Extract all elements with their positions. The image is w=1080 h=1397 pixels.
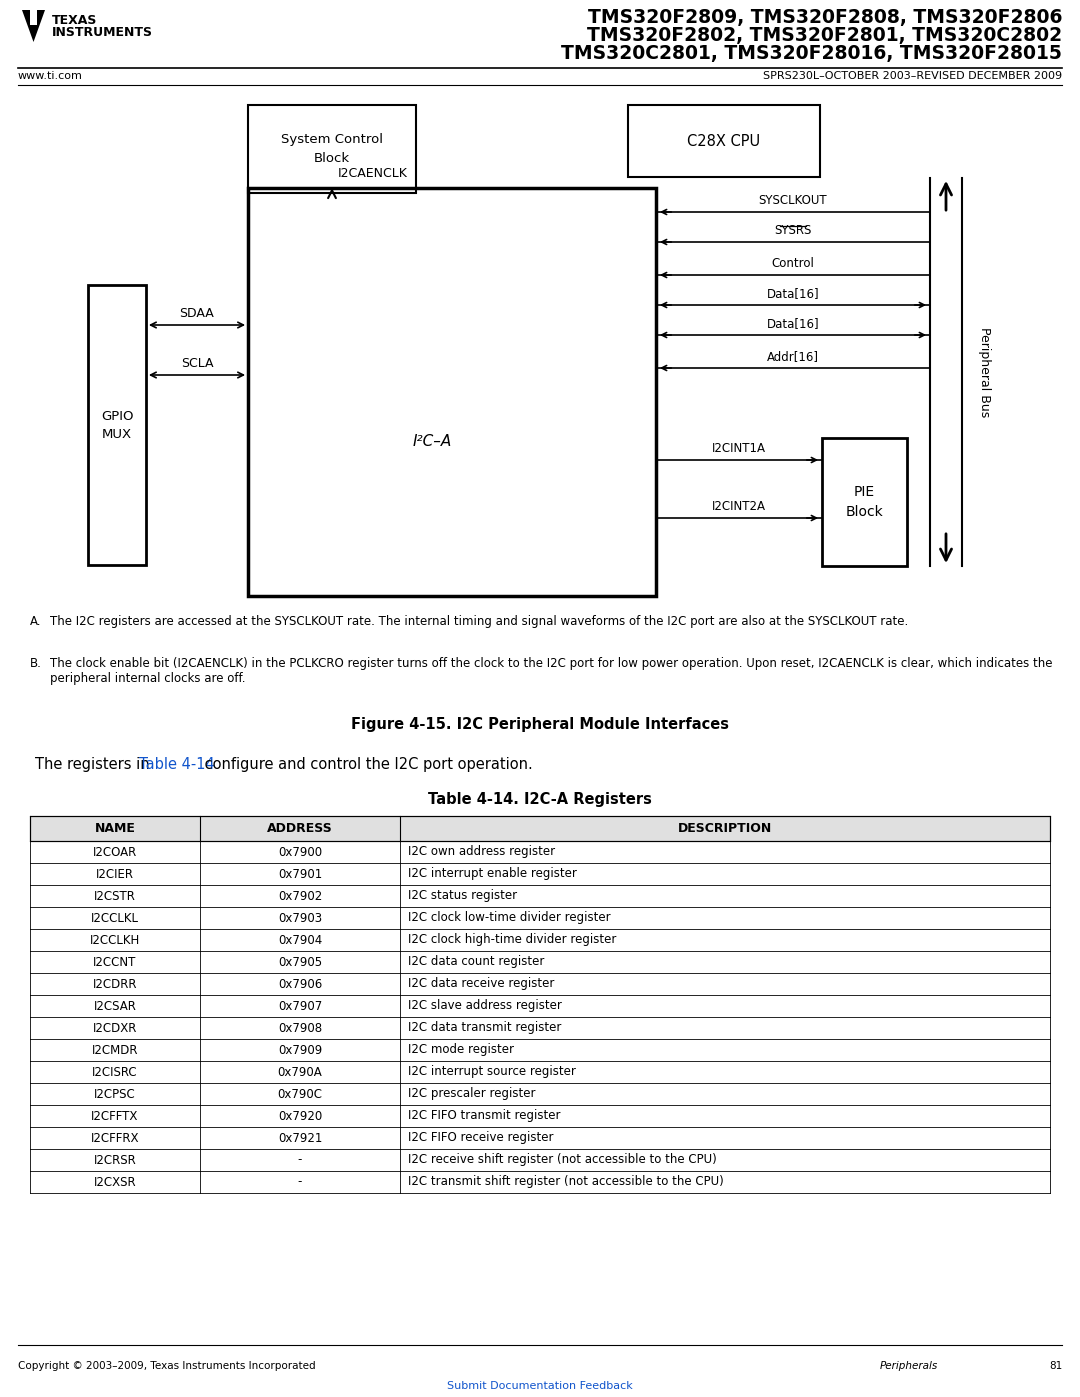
Text: I2CRSR: I2CRSR <box>94 1154 136 1166</box>
Text: 0x7908: 0x7908 <box>278 1021 322 1035</box>
Text: The clock enable bit (I2CAENCLK) in the PCLKCRO register turns off the clock to : The clock enable bit (I2CAENCLK) in the … <box>50 657 1053 685</box>
Text: 0x7900: 0x7900 <box>278 845 322 859</box>
Text: Submit Documentation Feedback: Submit Documentation Feedback <box>447 1382 633 1391</box>
Text: I²C–A: I²C–A <box>413 434 451 450</box>
Text: GPIO
MUX: GPIO MUX <box>100 409 133 440</box>
Text: I2CDRR: I2CDRR <box>93 978 137 990</box>
Text: Peripheral Bus: Peripheral Bus <box>977 327 990 418</box>
Text: 0x790A: 0x790A <box>278 1066 322 1078</box>
Text: configure and control the I2C port operation.: configure and control the I2C port opera… <box>200 757 532 773</box>
Text: C28X CPU: C28X CPU <box>688 134 760 148</box>
Text: TMS320F2802, TMS320F2801, TMS320C2802: TMS320F2802, TMS320F2801, TMS320C2802 <box>586 27 1062 45</box>
Bar <box>87 285 146 564</box>
Text: Figure 4-15. I2C Peripheral Module Interfaces: Figure 4-15. I2C Peripheral Module Inter… <box>351 717 729 732</box>
Text: B.: B. <box>30 657 42 671</box>
Text: 0x7907: 0x7907 <box>278 999 322 1013</box>
Text: PIE
Block: PIE Block <box>846 485 883 518</box>
Text: Data[16]: Data[16] <box>767 286 820 300</box>
Bar <box>822 439 907 566</box>
Bar <box>248 189 656 597</box>
Text: 0x7905: 0x7905 <box>278 956 322 968</box>
Text: -: - <box>298 1154 302 1166</box>
Text: I2C own address register: I2C own address register <box>408 845 555 859</box>
Text: I2CISRC: I2CISRC <box>92 1066 138 1078</box>
Text: SDAA: SDAA <box>179 307 214 320</box>
Text: Control: Control <box>771 257 814 270</box>
Text: System Control
Block: System Control Block <box>281 134 383 165</box>
Text: 0x7906: 0x7906 <box>278 978 322 990</box>
Text: I2COAR: I2COAR <box>93 845 137 859</box>
Text: I2C transmit shift register (not accessible to the CPU): I2C transmit shift register (not accessi… <box>408 1175 724 1189</box>
Text: 0x7903: 0x7903 <box>278 911 322 925</box>
Bar <box>248 105 416 193</box>
Text: -: - <box>298 1175 302 1189</box>
Text: The registers in: The registers in <box>35 757 154 773</box>
Text: I2C slave address register: I2C slave address register <box>408 999 562 1013</box>
Text: DESCRIPTION: DESCRIPTION <box>678 821 772 835</box>
Text: I2C FIFO receive register: I2C FIFO receive register <box>408 1132 554 1144</box>
Text: Copyright © 2003–2009, Texas Instruments Incorporated: Copyright © 2003–2009, Texas Instruments… <box>18 1361 315 1370</box>
Text: I2C mode register: I2C mode register <box>408 1044 514 1056</box>
Text: INSTRUMENTS: INSTRUMENTS <box>52 27 153 39</box>
Text: I2CCNT: I2CCNT <box>93 956 137 968</box>
Text: I2CSTR: I2CSTR <box>94 890 136 902</box>
Text: I2C data receive register: I2C data receive register <box>408 978 554 990</box>
Text: Addr[16]: Addr[16] <box>767 351 819 363</box>
Text: SPRS230L–OCTOBER 2003–REVISED DECEMBER 2009: SPRS230L–OCTOBER 2003–REVISED DECEMBER 2… <box>762 71 1062 81</box>
Text: I2CFFTX: I2CFFTX <box>92 1109 138 1123</box>
Text: I2CPSC: I2CPSC <box>94 1087 136 1101</box>
Bar <box>627 105 820 177</box>
Text: I2CINT1A: I2CINT1A <box>712 441 766 455</box>
Text: I2CSAR: I2CSAR <box>94 999 136 1013</box>
Text: Peripherals: Peripherals <box>880 1361 939 1370</box>
Text: I2C data count register: I2C data count register <box>408 956 544 968</box>
Text: 0x7902: 0x7902 <box>278 890 322 902</box>
Text: 0x7909: 0x7909 <box>278 1044 322 1056</box>
Text: I2CDXR: I2CDXR <box>93 1021 137 1035</box>
Text: SYSRS: SYSRS <box>774 224 812 237</box>
Text: I2CXSR: I2CXSR <box>94 1175 136 1189</box>
Polygon shape <box>22 10 45 42</box>
Text: I2CAENCLK: I2CAENCLK <box>338 168 408 180</box>
Text: A.: A. <box>30 615 41 629</box>
Text: I2C receive shift register (not accessible to the CPU): I2C receive shift register (not accessib… <box>408 1154 717 1166</box>
Text: I2CCLKL: I2CCLKL <box>91 911 139 925</box>
Text: TEXAS: TEXAS <box>52 14 97 27</box>
Text: SCLA: SCLA <box>180 358 213 370</box>
Text: Table 4-14. I2C-A Registers: Table 4-14. I2C-A Registers <box>428 792 652 807</box>
Text: I2CIER: I2CIER <box>96 868 134 880</box>
Text: I2C prescaler register: I2C prescaler register <box>408 1087 536 1101</box>
Text: I2C clock high-time divider register: I2C clock high-time divider register <box>408 933 617 947</box>
Text: I2CMDR: I2CMDR <box>92 1044 138 1056</box>
Text: I2C interrupt source register: I2C interrupt source register <box>408 1066 576 1078</box>
Text: I2CFFRX: I2CFFRX <box>91 1132 139 1144</box>
Text: The I2C registers are accessed at the SYSCLKOUT rate. The internal timing and si: The I2C registers are accessed at the SY… <box>50 615 908 629</box>
Text: I2C FIFO transmit register: I2C FIFO transmit register <box>408 1109 561 1123</box>
Text: Table 4-14: Table 4-14 <box>138 757 215 773</box>
Text: I2C clock low-time divider register: I2C clock low-time divider register <box>408 911 610 925</box>
Text: I2C data transmit register: I2C data transmit register <box>408 1021 562 1035</box>
Text: TMS320C2801, TMS320F28016, TMS320F28015: TMS320C2801, TMS320F28016, TMS320F28015 <box>562 43 1062 63</box>
Text: ADDRESS: ADDRESS <box>267 821 333 835</box>
Text: 0x7904: 0x7904 <box>278 933 322 947</box>
Bar <box>30 816 1050 841</box>
Text: Data[16]: Data[16] <box>767 317 820 330</box>
Text: 0x790C: 0x790C <box>278 1087 323 1101</box>
Text: I2CINT2A: I2CINT2A <box>712 500 766 513</box>
Text: 0x7920: 0x7920 <box>278 1109 322 1123</box>
Text: TMS320F2809, TMS320F2808, TMS320F2806: TMS320F2809, TMS320F2808, TMS320F2806 <box>588 8 1062 27</box>
Text: SYSCLKOUT: SYSCLKOUT <box>758 194 827 207</box>
Text: NAME: NAME <box>95 821 135 835</box>
Text: 0x7901: 0x7901 <box>278 868 322 880</box>
Text: www.ti.com: www.ti.com <box>18 71 83 81</box>
Text: 81: 81 <box>1049 1361 1062 1370</box>
Text: I2C status register: I2C status register <box>408 890 517 902</box>
Text: 0x7921: 0x7921 <box>278 1132 322 1144</box>
Text: I2CCLKH: I2CCLKH <box>90 933 140 947</box>
Text: I2C interrupt enable register: I2C interrupt enable register <box>408 868 577 880</box>
